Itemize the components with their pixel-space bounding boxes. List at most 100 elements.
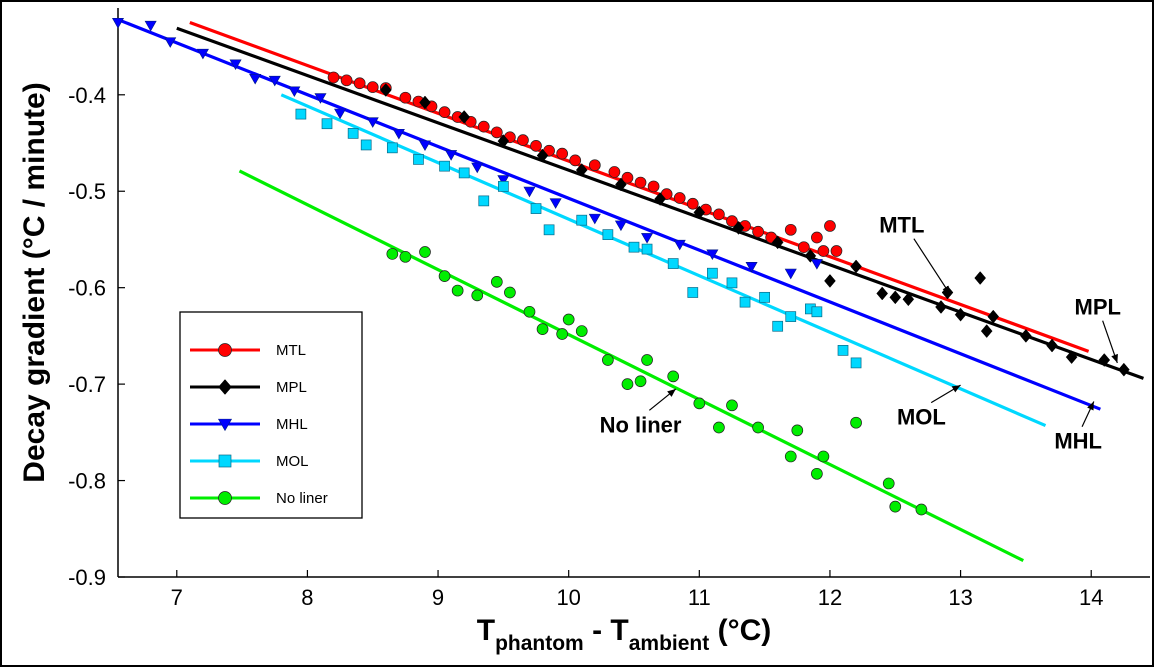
data-point (713, 421, 725, 434)
data-point (366, 81, 379, 93)
data-point (693, 397, 706, 410)
data-point (413, 154, 424, 165)
data-point (811, 231, 823, 244)
data-point (673, 192, 686, 204)
data-point (915, 503, 928, 516)
legend-label: MTL (276, 342, 306, 359)
data-point (386, 248, 399, 260)
fit-line (238, 169, 1024, 563)
data-point (497, 134, 510, 148)
data-point (523, 186, 536, 198)
data-point (588, 159, 601, 172)
data-point (876, 286, 889, 301)
data-point (797, 241, 810, 254)
data-point (439, 160, 450, 172)
annotation-label: MPL (1075, 295, 1121, 320)
data-point (229, 59, 242, 71)
legend-label: MHL (276, 416, 308, 433)
data-point (196, 48, 209, 60)
annotation-label: MOL (897, 405, 946, 430)
data-point (530, 203, 542, 214)
data-point (817, 450, 830, 463)
data-point (314, 93, 327, 104)
data-point (249, 73, 262, 85)
legend-marker (218, 454, 232, 468)
data-point (445, 150, 458, 161)
data-point (353, 77, 366, 90)
data-point (111, 18, 125, 29)
x-tick-label: 11 (688, 585, 711, 610)
data-point (902, 292, 915, 307)
data-point (654, 192, 666, 206)
data-point (804, 248, 817, 263)
data-point (536, 148, 549, 163)
data-point (621, 171, 634, 184)
data-point (784, 450, 797, 463)
data-point (575, 163, 588, 177)
data-point (504, 286, 516, 299)
legend-label: MOL (276, 453, 309, 470)
data-point (458, 167, 470, 179)
data-point (686, 197, 699, 210)
y-tick-label: -0.8 (68, 469, 106, 494)
annotation-arrowhead (667, 388, 676, 397)
data-point (889, 290, 902, 305)
data-point (850, 259, 862, 274)
data-point (810, 259, 823, 270)
data-point (667, 258, 679, 269)
data-point (726, 277, 738, 289)
data-point (987, 309, 1000, 324)
data-point (882, 477, 895, 490)
data-point (498, 181, 509, 192)
data-point (752, 225, 764, 238)
data-point (608, 166, 621, 178)
data-point (588, 213, 601, 225)
data-point (641, 354, 653, 366)
data-point (830, 245, 843, 257)
legend-marker (218, 379, 232, 395)
data-point (562, 313, 575, 326)
data-point (628, 241, 640, 253)
data-point (1065, 350, 1078, 365)
y-tick-label: -0.5 (68, 179, 106, 204)
data-point (732, 220, 745, 235)
data-point (438, 270, 451, 282)
data-point (850, 416, 862, 429)
data-point (673, 239, 686, 251)
data-point (707, 267, 718, 279)
legend: MTL MPL MHL MOL No liner (179, 311, 363, 519)
data-point (458, 110, 471, 124)
data-point (1118, 362, 1130, 377)
data-point (772, 320, 784, 332)
data-point (556, 328, 569, 340)
data-point (641, 233, 654, 244)
data-point (621, 378, 634, 390)
annotation-label: MTL (879, 213, 924, 238)
data-point (340, 74, 353, 87)
x-tick-label: 10 (556, 585, 580, 610)
annotation-label: MHL (1054, 429, 1102, 454)
x-axis-label: Tphantom - Tambient (°C) (477, 614, 771, 655)
data-point (347, 128, 359, 139)
annotation-arrow (913, 238, 951, 295)
data-point (478, 195, 490, 207)
data-point (634, 176, 647, 189)
data-point (379, 83, 392, 97)
data-point (549, 198, 562, 209)
data-point (614, 220, 627, 232)
data-point (399, 250, 412, 263)
data-point (811, 306, 823, 318)
data-point (1020, 329, 1032, 343)
data-point (419, 246, 431, 258)
data-point (418, 140, 432, 152)
data-point (576, 214, 588, 226)
data-point (438, 106, 451, 119)
fit-line (280, 93, 1047, 428)
data-point (386, 142, 398, 154)
data-point (824, 220, 836, 232)
data-point (935, 300, 947, 314)
data-point (295, 108, 307, 120)
data-point (837, 345, 849, 356)
x-tick-label: 8 (301, 585, 313, 610)
